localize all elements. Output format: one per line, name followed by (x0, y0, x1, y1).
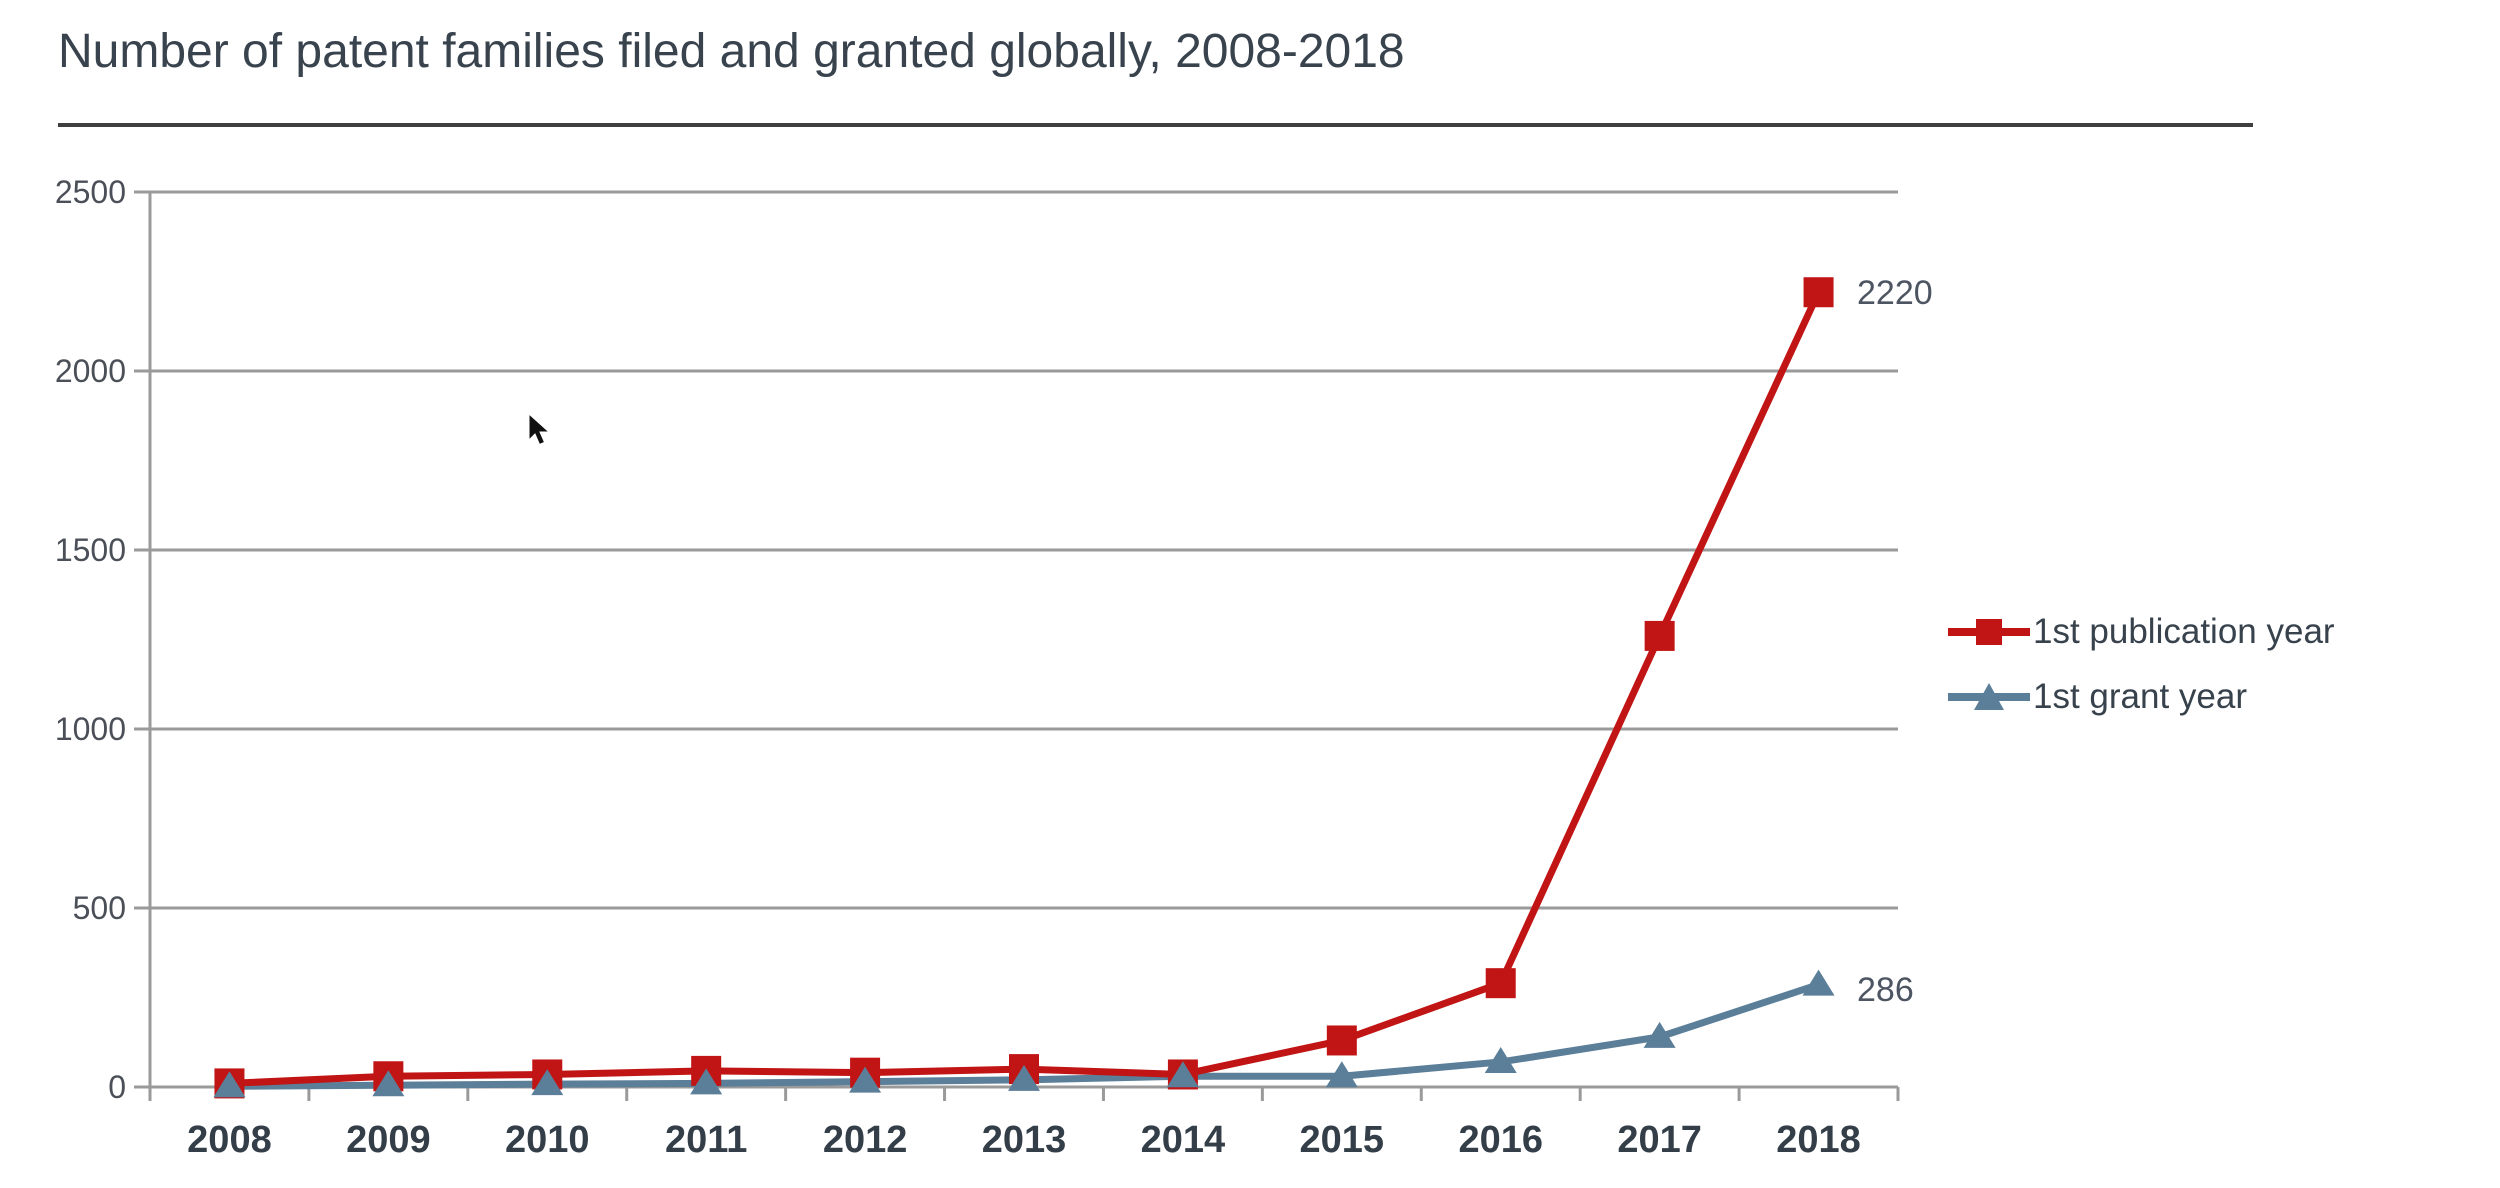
grant-marker (1008, 1064, 1040, 1091)
grant-marker (1643, 1021, 1676, 1048)
publication-marker (1326, 1025, 1357, 1056)
plot-area: 0 500 1000 1500 2000 2500 2008 2009 2010 2011 2012… (55, 174, 1900, 1161)
grant-marker (1484, 1046, 1517, 1073)
y-tick-label: 2000 (55, 353, 126, 389)
grant-marker (690, 1068, 723, 1095)
publication-marker (1644, 620, 1675, 651)
grant-marker (531, 1069, 564, 1096)
x-tick-label: 2010 (505, 1119, 590, 1161)
title-divider (58, 123, 2253, 127)
x-tick-label: 2012 (823, 1119, 908, 1161)
publication-end-value-label: 2220 (1857, 274, 1933, 312)
publication-marker (1803, 277, 1834, 308)
x-tick-label: 2009 (346, 1119, 431, 1161)
x-tick-label: 2008 (187, 1119, 272, 1161)
y-tick-label: 2500 (55, 174, 126, 210)
legend-item-publication: 1st publication year (1948, 612, 2335, 651)
grant-series-swatch-icon (1948, 683, 2030, 710)
grant-marker (1166, 1061, 1199, 1088)
x-tick-label: 2016 (1458, 1119, 1543, 1161)
y-tick-label: 1000 (55, 711, 126, 747)
y-tick-label: 0 (108, 1069, 126, 1105)
legend-item-grant: 1st grant year (1948, 677, 2335, 716)
grant-end-value-label: 286 (1857, 971, 1914, 1009)
x-tick-label: 2018 (1776, 1119, 1861, 1161)
y-tick-label: 500 (73, 890, 126, 926)
legend-label-grant: 1st grant year (2033, 677, 2247, 716)
publication-line (225, 288, 1823, 1087)
chart-title: Number of patent families filed and gran… (58, 25, 1405, 78)
x-tick-label: 2011 (665, 1119, 747, 1161)
x-tick-label: 2014 (1141, 1119, 1226, 1161)
chart-legend: 1st publication year 1st grant year (1948, 612, 2335, 716)
mouse-cursor-icon (528, 412, 551, 446)
grant-marker (372, 1070, 405, 1097)
grant-marker (1325, 1061, 1358, 1088)
grant-marker (849, 1066, 882, 1093)
grant-marker (1802, 969, 1835, 996)
y-tick-label: 1500 (55, 532, 126, 568)
publication-marker (1485, 968, 1516, 999)
x-tick-label: 2015 (1300, 1119, 1385, 1161)
publication-series-swatch-icon (1948, 619, 2030, 645)
legend-label-publication: 1st publication year (2033, 612, 2335, 651)
x-tick-label: 2013 (982, 1119, 1067, 1161)
grant-marker (213, 1071, 246, 1098)
x-tick-label: 2017 (1617, 1119, 1702, 1161)
